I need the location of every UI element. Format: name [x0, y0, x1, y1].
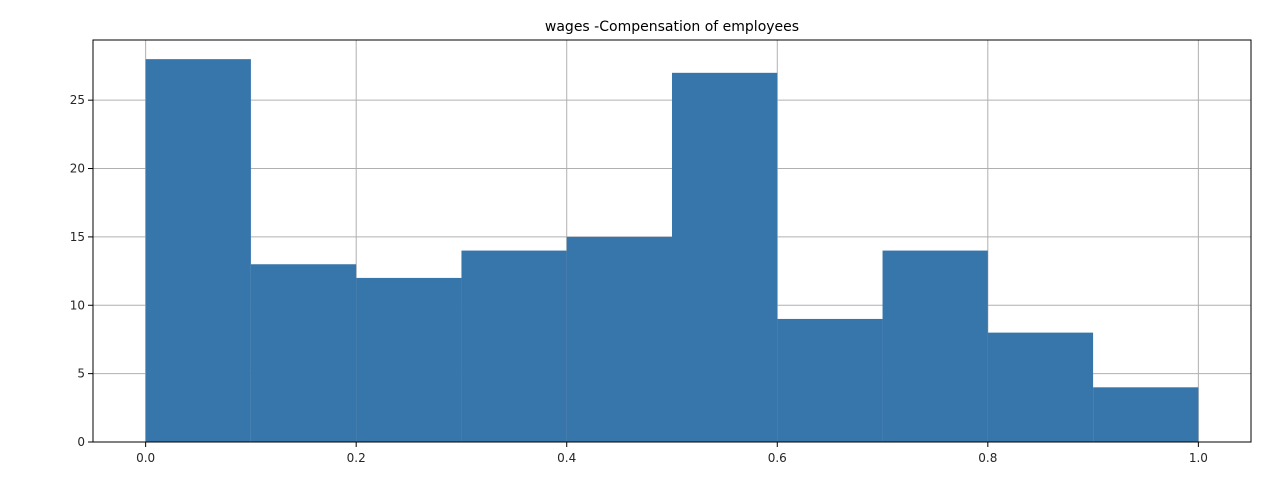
histogram-bar-3 [461, 250, 567, 442]
histogram-bar-2 [356, 277, 462, 442]
x-tick-label: 0.2 [347, 451, 366, 465]
bars-layer [145, 59, 1199, 443]
x-tick-label: 0.8 [978, 451, 997, 465]
histogram-bar-1 [250, 264, 357, 442]
y-tick-label: 0 [77, 435, 85, 449]
x-tick-label: 1.0 [1189, 451, 1208, 465]
y-tick-label: 5 [77, 367, 85, 381]
histogram-bar-8 [987, 332, 1094, 442]
x-tick-label: 0.4 [557, 451, 576, 465]
histogram-bar-7 [882, 250, 988, 442]
plot-frame [92, 39, 1252, 443]
histogram-bar-0 [145, 59, 251, 443]
y-tick-label: 20 [70, 162, 85, 176]
axes-layer: 0.0 0.2 0.4 0.6 0.8 1.0 0 5 10 15 20 25 [70, 39, 1252, 465]
y-tick-label: 15 [70, 230, 85, 244]
histogram-bar-5 [672, 72, 778, 442]
y-tick-label: 10 [70, 298, 85, 312]
histogram-bar-9 [1093, 387, 1199, 442]
x-tick-label: 0.0 [136, 451, 155, 465]
chart-title: wages -Compensation of employees [545, 19, 799, 35]
histogram-bar-4 [566, 236, 672, 442]
histogram-bar-6 [777, 318, 883, 442]
x-tick-label: 0.6 [768, 451, 787, 465]
y-tick-label: 25 [70, 93, 85, 107]
